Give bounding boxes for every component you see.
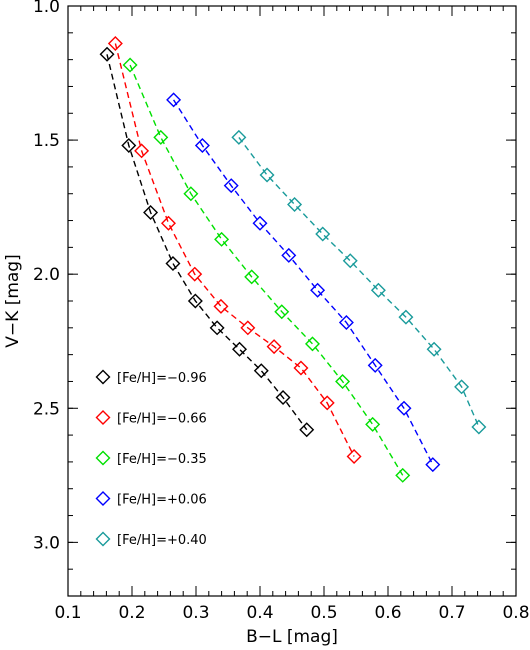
- data-point: [134, 143, 150, 159]
- data-point: [310, 282, 326, 298]
- x-axis-title: B−L [mag]: [246, 627, 338, 647]
- data-point: [367, 357, 383, 373]
- data-point: [398, 309, 414, 325]
- data-point: [319, 395, 335, 411]
- data-point: [107, 36, 123, 52]
- plot-frame: [67, 5, 517, 597]
- data-point: [365, 416, 381, 432]
- legend: [Fe/H]=−0.96 [Fe/H]=−0.66 [Fe/H]=−0.35 [Fe/…: [95, 369, 207, 548]
- data-point: [287, 196, 303, 212]
- series-4: [231, 129, 487, 435]
- x-tick-label: 0.6: [374, 603, 401, 623]
- series-line: [173, 99, 434, 465]
- y-tick-label: 1.0: [33, 0, 60, 17]
- data-point: [223, 178, 239, 194]
- data-point: [304, 336, 320, 352]
- series-line: [106, 54, 308, 431]
- y-tick-label: 3.0: [33, 533, 60, 553]
- y-axis-title: V−K [mag]: [3, 254, 23, 347]
- data-point: [244, 269, 260, 285]
- data-point: [122, 57, 138, 73]
- legend-label: [Fe/H]=+0.40: [117, 533, 207, 548]
- data-point: [396, 400, 412, 416]
- legend-marker: [95, 531, 111, 547]
- legend-label: [Fe/H]=−0.66: [117, 412, 207, 427]
- data-point: [425, 457, 441, 473]
- data-point: [342, 253, 358, 269]
- data-point: [213, 298, 229, 314]
- data-point: [471, 419, 487, 435]
- data-point: [143, 205, 159, 220]
- data-point: [253, 363, 269, 379]
- data-point: [454, 379, 470, 395]
- data-point: [214, 231, 230, 247]
- legend-label: [Fe/H]=+0.06: [117, 493, 207, 508]
- data-point: [209, 320, 225, 336]
- data-point: [194, 137, 210, 153]
- y-tick-label: 1.5: [33, 131, 60, 151]
- data-point: [370, 282, 386, 298]
- data-point: [166, 92, 182, 108]
- data-point: [395, 467, 411, 483]
- data-point: [338, 314, 354, 330]
- series-layer: [99, 36, 487, 483]
- legend-label: [Fe/H]=−0.35: [117, 452, 207, 467]
- series-2: [122, 57, 411, 483]
- data-point: [346, 449, 362, 465]
- data-point: [187, 293, 203, 309]
- x-tick-label: 0.3: [182, 603, 209, 623]
- data-point: [281, 247, 297, 263]
- y-tick-label: 2.0: [33, 265, 60, 285]
- data-point: [231, 129, 247, 145]
- legend-marker: [95, 450, 111, 466]
- series-0: [99, 46, 315, 438]
- legend-marker: [95, 369, 111, 385]
- data-point: [121, 137, 137, 153]
- series-1: [107, 36, 362, 465]
- x-tick-label: 0.4: [246, 603, 273, 623]
- series-line: [238, 136, 480, 428]
- data-point: [315, 226, 331, 242]
- x-tick-label: 0.2: [118, 603, 145, 623]
- data-point: [293, 360, 309, 376]
- legend-marker: [95, 410, 111, 425]
- axis-ticks: 0.1 0.2 0.3 0.4 0.5 0.6 0.7 0.8 1.0 1.5 2.0 2.5 3.0: [33, 0, 530, 623]
- data-point: [99, 46, 115, 62]
- data-point: [335, 373, 351, 389]
- data-point: [153, 129, 169, 145]
- data-point: [240, 320, 256, 336]
- data-point: [299, 422, 315, 438]
- series-line: [129, 64, 404, 476]
- data-point: [252, 215, 268, 231]
- x-tick-label: 0.1: [54, 603, 81, 623]
- data-point: [275, 390, 291, 406]
- data-point: [232, 341, 248, 357]
- series-line: [114, 43, 355, 457]
- data-point: [165, 255, 181, 271]
- data-point: [274, 304, 290, 320]
- data-point: [259, 167, 275, 183]
- legend-marker: [95, 491, 111, 506]
- data-point: [426, 341, 442, 357]
- data-point: [160, 215, 176, 231]
- x-tick-label: 0.8: [502, 603, 529, 623]
- series-3: [166, 92, 441, 473]
- data-point: [266, 339, 282, 355]
- x-tick-label: 0.5: [310, 603, 337, 623]
- legend-label: [Fe/H]=−0.96: [117, 371, 207, 386]
- data-point: [183, 186, 199, 202]
- y-tick-label: 2.5: [33, 399, 60, 419]
- data-point: [187, 266, 203, 282]
- x-tick-label: 0.7: [438, 603, 465, 623]
